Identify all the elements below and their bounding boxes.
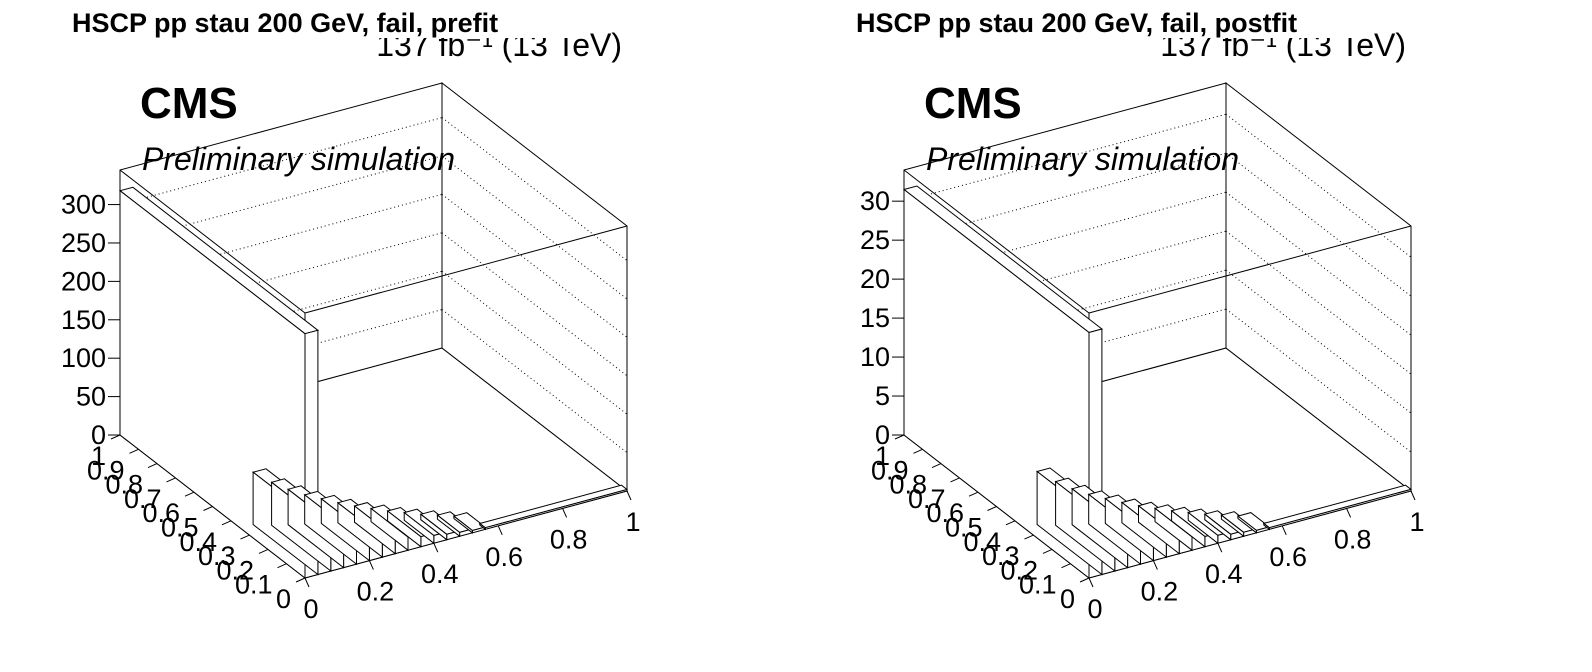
z-gridline-side <box>1225 113 1412 258</box>
cms-label: CMS <box>924 79 1022 128</box>
plot-title: HSCP pp stau 200 GeV, fail, postfit <box>856 8 1297 38</box>
y-tick-label: 0.5 <box>161 513 199 543</box>
z-gridline-side <box>441 232 628 377</box>
plot-title: HSCP pp stau 200 GeV, fail, prefit <box>72 8 498 38</box>
y-tick-label: 1 <box>875 441 890 471</box>
y-axis <box>110 434 306 583</box>
x-tick-label: 0.8 <box>550 524 588 554</box>
lego-bar <box>1262 484 1413 531</box>
z-tick-label: 250 <box>61 228 106 258</box>
x-tick-label: 0.8 <box>1334 524 1372 554</box>
z-tick-label: 150 <box>61 305 106 335</box>
z-tick-label: 15 <box>860 303 890 333</box>
y-tick-label: 0.9 <box>871 455 909 485</box>
lego-plot-canvas: 05101520253000.10.20.30.40.50.60.70.80.9… <box>852 4 1425 624</box>
y-tick-label: 0.8 <box>889 470 927 500</box>
z-gridline-side <box>1225 269 1412 414</box>
y-tick-label: 0.7 <box>124 484 162 514</box>
y-tick-label: 0.8 <box>105 470 143 500</box>
lego-plot-postfit: 0 5 10 15 20 25 30 0 0.1 0.2 0.3 0.4 0.5 0.6 0.7 0.8 0.9… <box>784 0 1568 672</box>
y-tick-label: 0 <box>1060 584 1075 614</box>
z-tick-label: 200 <box>61 266 106 296</box>
z-gridline-side <box>441 193 628 338</box>
y-tick-label: 0.5 <box>945 513 983 543</box>
z-gridline-side <box>441 155 628 300</box>
z-tick-label: 10 <box>860 342 890 372</box>
x-tick-label: 0.6 <box>1269 542 1307 572</box>
y-tick-label: 0.4 <box>963 527 1001 557</box>
lego-bar <box>478 484 629 531</box>
z-tick-label: 20 <box>860 264 890 294</box>
y-tick-label: 0.4 <box>179 527 217 557</box>
x-tick-label: 1 <box>1409 507 1424 537</box>
y-tick-label: 0.3 <box>982 541 1020 571</box>
lego-plot-prefit: 0 50 100 150 200 250 300 0 0.1 0.2 0.3 0.4 0.5 0.6 0.7… <box>0 0 784 672</box>
title-backdrop <box>68 4 578 38</box>
z-gridlines <box>903 113 1412 453</box>
lego-plot-canvas: 05010015020025030000.10.20.30.40.50.60.7… <box>61 4 641 624</box>
z-gridline-side <box>441 270 628 415</box>
y-tick-label: 0.3 <box>198 541 236 571</box>
z-gridline-side <box>1225 152 1412 297</box>
z-gridline-side <box>1225 191 1412 336</box>
x-tick-label: 0 <box>1087 594 1102 624</box>
lego-bars <box>902 185 1413 580</box>
y-tick-label: 0.9 <box>87 455 125 485</box>
x-tick-label: 0.4 <box>1205 559 1243 589</box>
title-backdrop <box>852 4 1362 38</box>
y-tick-label: 0.2 <box>216 555 254 585</box>
z-gridline-side <box>1225 230 1412 375</box>
x-tick-label: 0 <box>303 594 318 624</box>
x-tick-label: 0.2 <box>357 577 395 607</box>
z-tick-label: 30 <box>860 186 890 216</box>
cms-label: CMS <box>140 79 238 128</box>
y-tick-label: 0 <box>276 584 291 614</box>
z-tick-label: 0 <box>91 420 106 450</box>
z-tick-label: 5 <box>875 381 890 411</box>
preliminary-label: Preliminary simulation <box>142 141 455 177</box>
z-tick-label: 0 <box>875 420 890 450</box>
z-gridline-side <box>1225 308 1412 453</box>
y-tick-label: 0.6 <box>142 498 180 528</box>
lego-bars <box>118 186 629 580</box>
y-axis <box>894 434 1090 583</box>
y-tick-label: 0.6 <box>926 498 964 528</box>
y-tick-label: 0.1 <box>235 570 273 600</box>
lego-bar <box>1236 512 1271 534</box>
z-tick-label: 100 <box>61 343 106 373</box>
x-axis <box>304 490 632 588</box>
z-tick-label: 25 <box>860 225 890 255</box>
y-tick-label: 0.1 <box>1019 570 1057 600</box>
x-tick-label: 0.2 <box>1141 577 1179 607</box>
x-axis <box>1088 490 1416 588</box>
y-tick-label: 1 <box>91 441 106 471</box>
preliminary-label: Preliminary simulation <box>926 141 1239 177</box>
x-tick-label: 0.4 <box>421 559 459 589</box>
z-axis <box>108 170 121 436</box>
lego-bar <box>436 511 474 538</box>
x-tick-label: 0.6 <box>485 542 523 572</box>
z-gridline-side <box>441 309 628 453</box>
y-tick-label: 0.2 <box>1000 555 1038 585</box>
z-tick-label: 50 <box>76 382 106 412</box>
z-tick-label: 300 <box>61 190 106 220</box>
z-gridlines <box>119 117 628 453</box>
y-tick-label: 0.7 <box>908 484 946 514</box>
x-tick-label: 1 <box>625 507 640 537</box>
z-axis <box>892 170 905 436</box>
z-gridline-side <box>441 117 628 261</box>
